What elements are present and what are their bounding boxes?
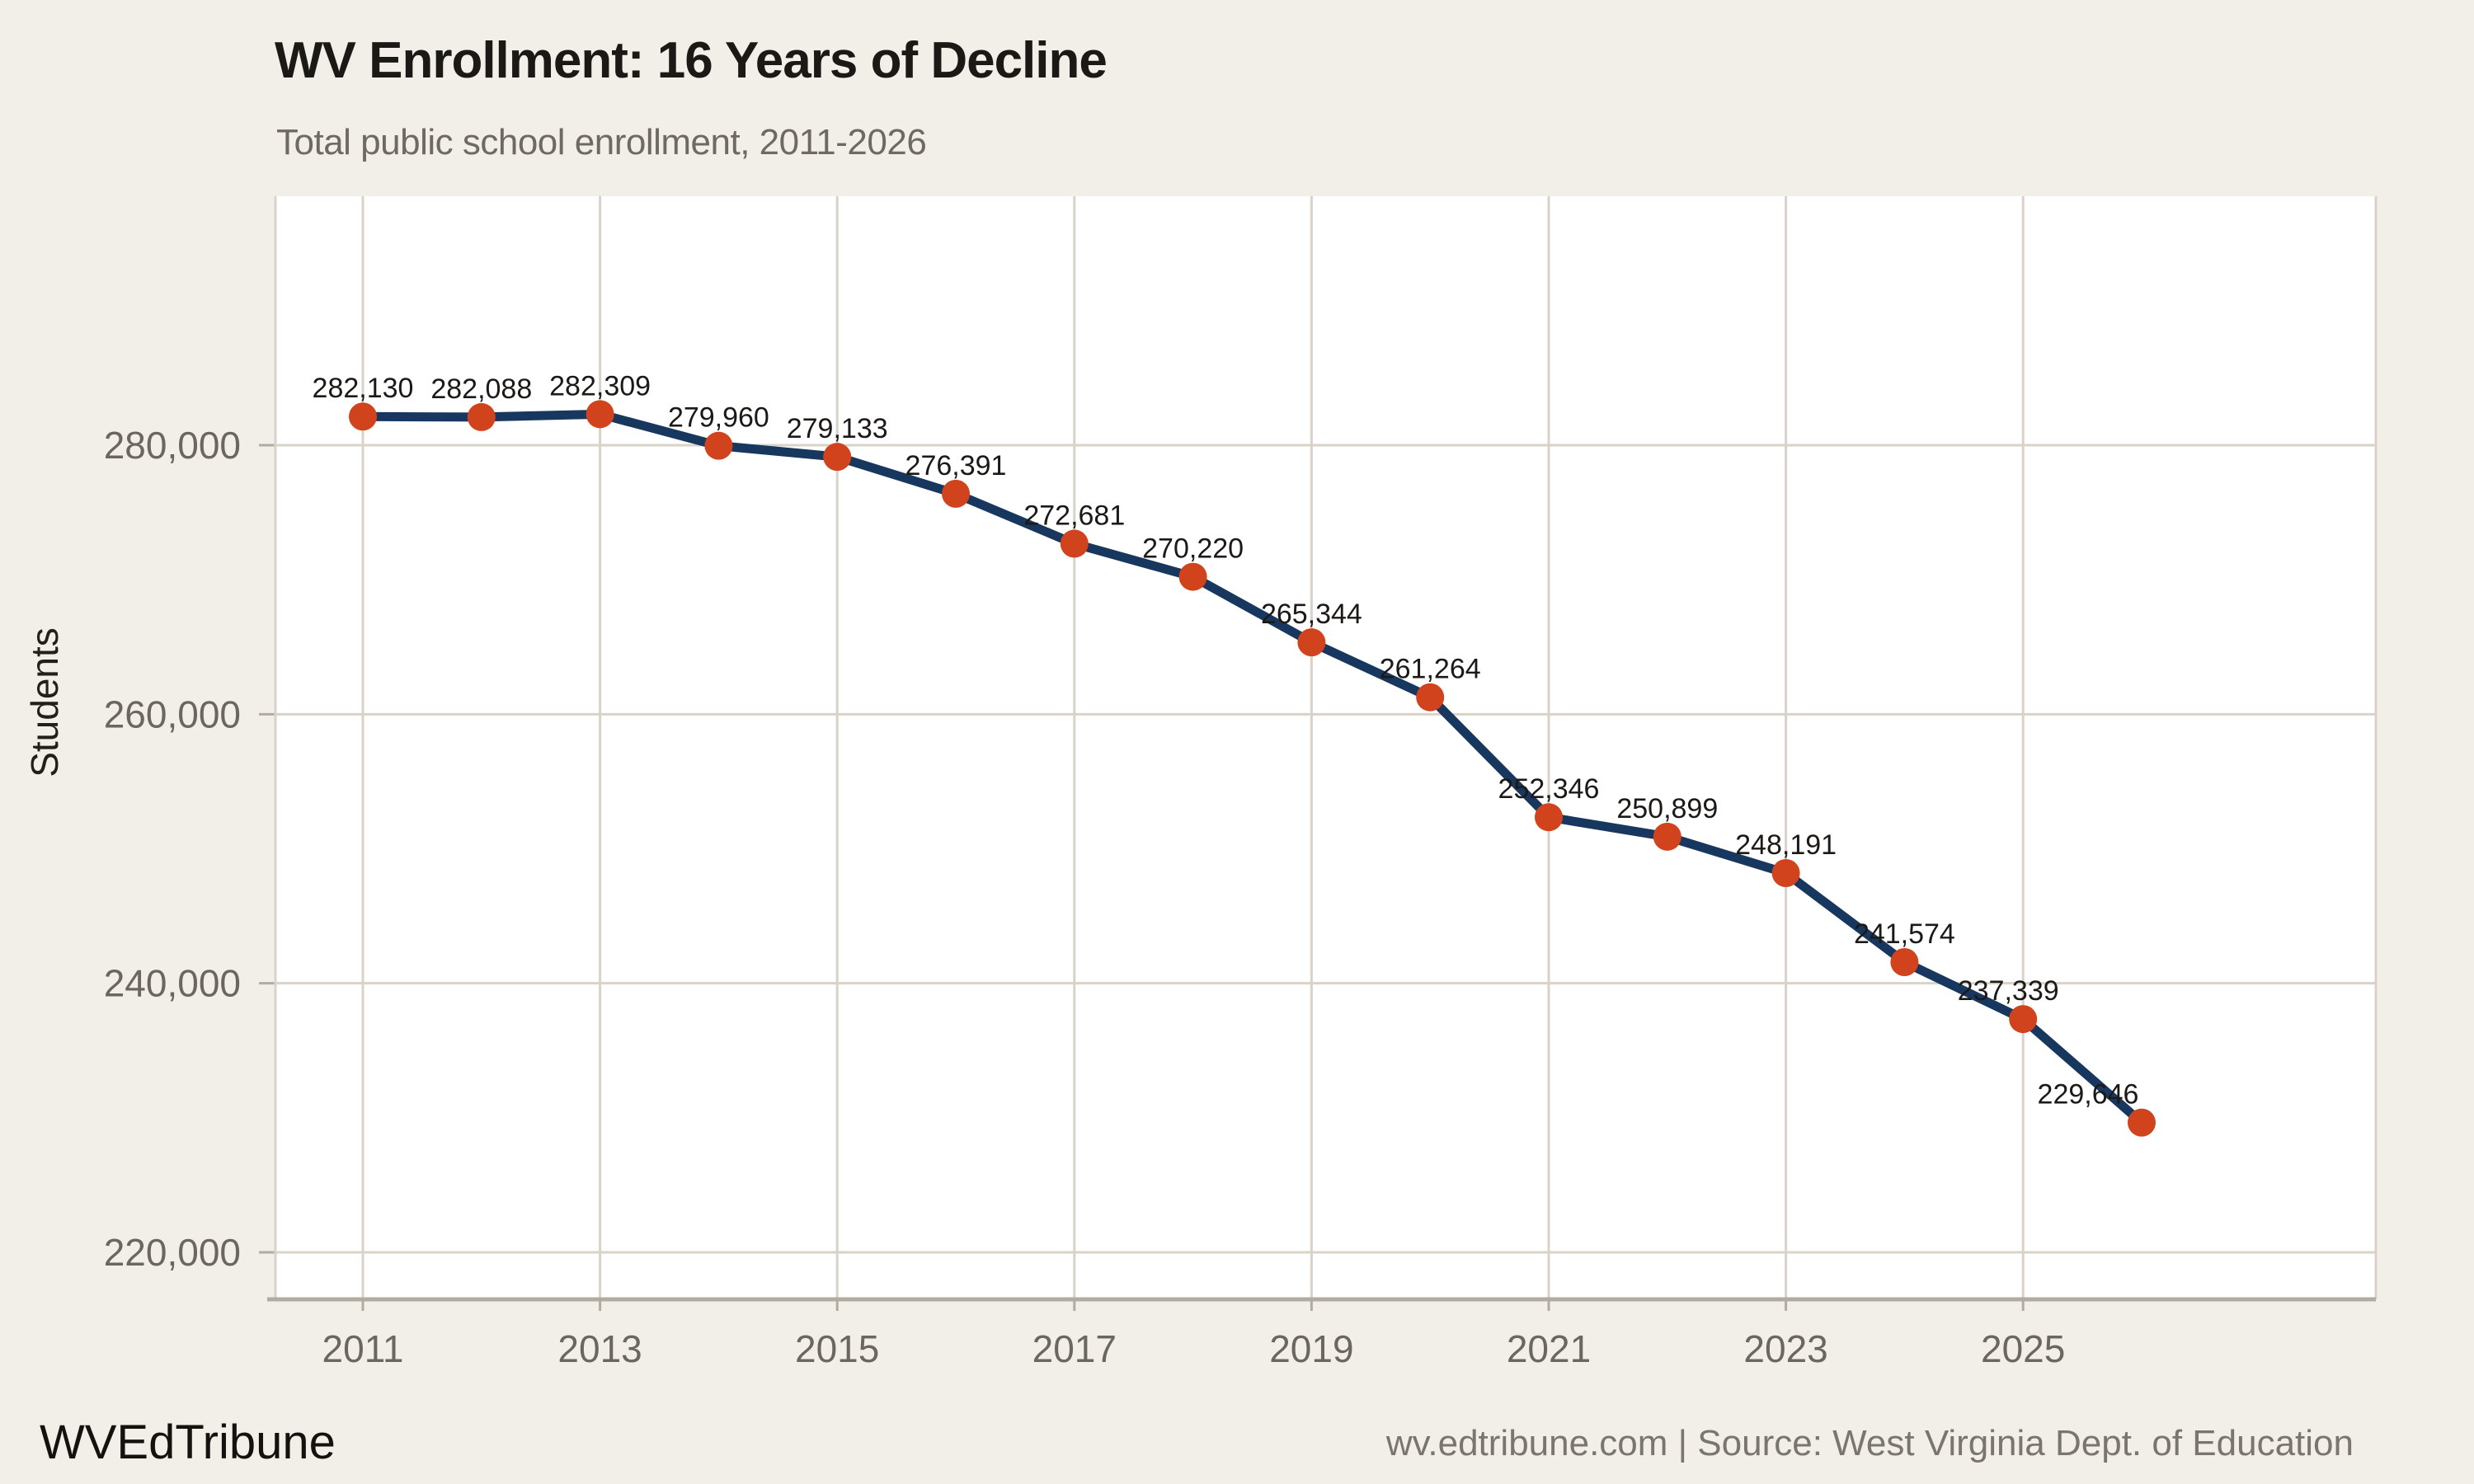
enrollment-trend-line — [358, 409, 2147, 1128]
data-point-2021 — [1535, 803, 1563, 832]
x-tick-label: 2015 — [795, 1327, 879, 1370]
data-point-label: 270,220 — [1142, 533, 1244, 565]
chart-subtitle: Total public school enrollment, 2011-202… — [276, 122, 927, 162]
data-point-label: 265,344 — [1261, 599, 1362, 630]
x-tick-label: 2013 — [557, 1327, 642, 1370]
y-tick-label: 280,000 — [104, 424, 241, 467]
data-point-2011 — [349, 402, 377, 431]
footer-brand: WVEdTribune — [40, 1416, 336, 1469]
y-tick-label: 240,000 — [104, 962, 241, 1005]
data-point-label: 261,264 — [1380, 654, 1481, 685]
data-point-2026 — [2128, 1108, 2156, 1137]
data-point-2014 — [704, 431, 733, 460]
data-point-2025 — [2009, 1005, 2038, 1034]
data-point-label: 279,960 — [668, 402, 769, 434]
x-tick-label: 2019 — [1269, 1327, 1353, 1370]
data-point-label: 282,088 — [430, 373, 532, 405]
data-point-label: 229,646 — [2038, 1079, 2139, 1111]
data-point-2022 — [1653, 822, 1681, 851]
y-axis-title: Students — [23, 627, 66, 777]
data-point-label: 241,574 — [1854, 918, 1955, 950]
x-tick-label: 2011 — [322, 1327, 404, 1370]
data-point-label: 282,309 — [549, 370, 651, 402]
data-point-2020 — [1416, 683, 1445, 711]
data-point-2017 — [1060, 529, 1089, 558]
data-point-2024 — [1890, 947, 1919, 976]
x-tick-label: 2025 — [1981, 1327, 2065, 1370]
data-point-2018 — [1178, 562, 1207, 591]
y-tick-label: 260,000 — [104, 693, 241, 735]
footer-source-attribution: wv.edtribune.com | Source: West Virginia… — [1385, 1423, 2354, 1463]
plot-panel — [275, 196, 2376, 1299]
data-point-label: 250,899 — [1616, 793, 1718, 824]
data-point-label: 276,391 — [905, 450, 1007, 481]
data-point-2019 — [1297, 628, 1326, 657]
data-point-label: 248,191 — [1735, 829, 1837, 861]
data-point-label: 279,133 — [787, 413, 888, 444]
data-point-label: 282,130 — [313, 373, 414, 404]
data-point-2012 — [467, 402, 496, 431]
chart-title: WV Enrollment: 16 Years of Decline — [275, 32, 1108, 89]
x-tick-label: 2021 — [1507, 1327, 1591, 1370]
x-tick-label: 2017 — [1032, 1327, 1117, 1370]
x-tick-label: 2023 — [1743, 1327, 1827, 1370]
y-tick-label: 220,000 — [104, 1231, 241, 1274]
data-point-2013 — [586, 400, 614, 429]
data-point-label: 272,681 — [1023, 500, 1125, 531]
data-point-label: 252,346 — [1498, 773, 1600, 805]
data-point-2015 — [823, 443, 852, 472]
data-point-2016 — [942, 479, 970, 508]
data-point-2023 — [1771, 859, 1800, 888]
data-point-label: 237,339 — [1958, 975, 2059, 1007]
